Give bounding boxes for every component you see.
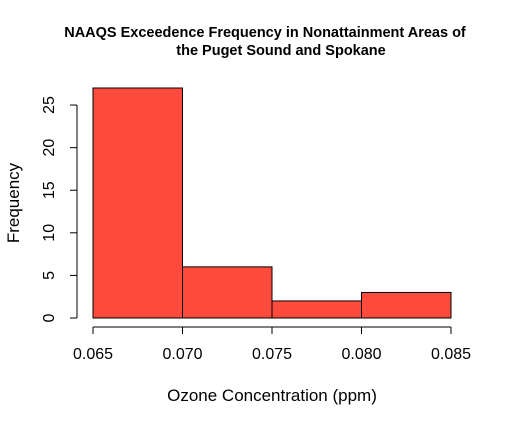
histogram-bar-2 bbox=[182, 266, 273, 319]
y-axis: 0 5 10 15 20 25 bbox=[41, 96, 78, 322]
histogram-bar-1 bbox=[92, 87, 183, 319]
y-tick-label: 5 bbox=[41, 271, 58, 280]
x-axis-label: Ozone Concentration (ppm) bbox=[167, 386, 377, 405]
x-axis: 0.065 0.070 0.075 0.080 0.085 bbox=[73, 326, 471, 363]
y-axis-label: Frequency bbox=[4, 162, 23, 243]
y-tick-label: 20 bbox=[41, 139, 58, 157]
histogram-bar-4 bbox=[361, 291, 452, 319]
histogram-bar-3 bbox=[271, 300, 362, 319]
y-tick-label: 0 bbox=[41, 313, 58, 322]
chart-title-line1: NAAQS Exceedence Frequency in Nonattainm… bbox=[64, 25, 466, 41]
bars-group bbox=[92, 87, 452, 319]
x-tick-label: 0.075 bbox=[252, 346, 292, 363]
x-tick-label: 0.065 bbox=[73, 346, 113, 363]
x-tick-label: 0.080 bbox=[341, 346, 381, 363]
chart-title-line2: the Puget Sound and Spokane bbox=[176, 43, 385, 59]
y-tick-label: 15 bbox=[41, 181, 58, 199]
y-tick-label: 25 bbox=[41, 96, 58, 114]
y-tick-label: 10 bbox=[41, 224, 58, 242]
x-tick-label: 0.070 bbox=[162, 346, 202, 363]
x-tick-label: 0.085 bbox=[431, 346, 471, 363]
